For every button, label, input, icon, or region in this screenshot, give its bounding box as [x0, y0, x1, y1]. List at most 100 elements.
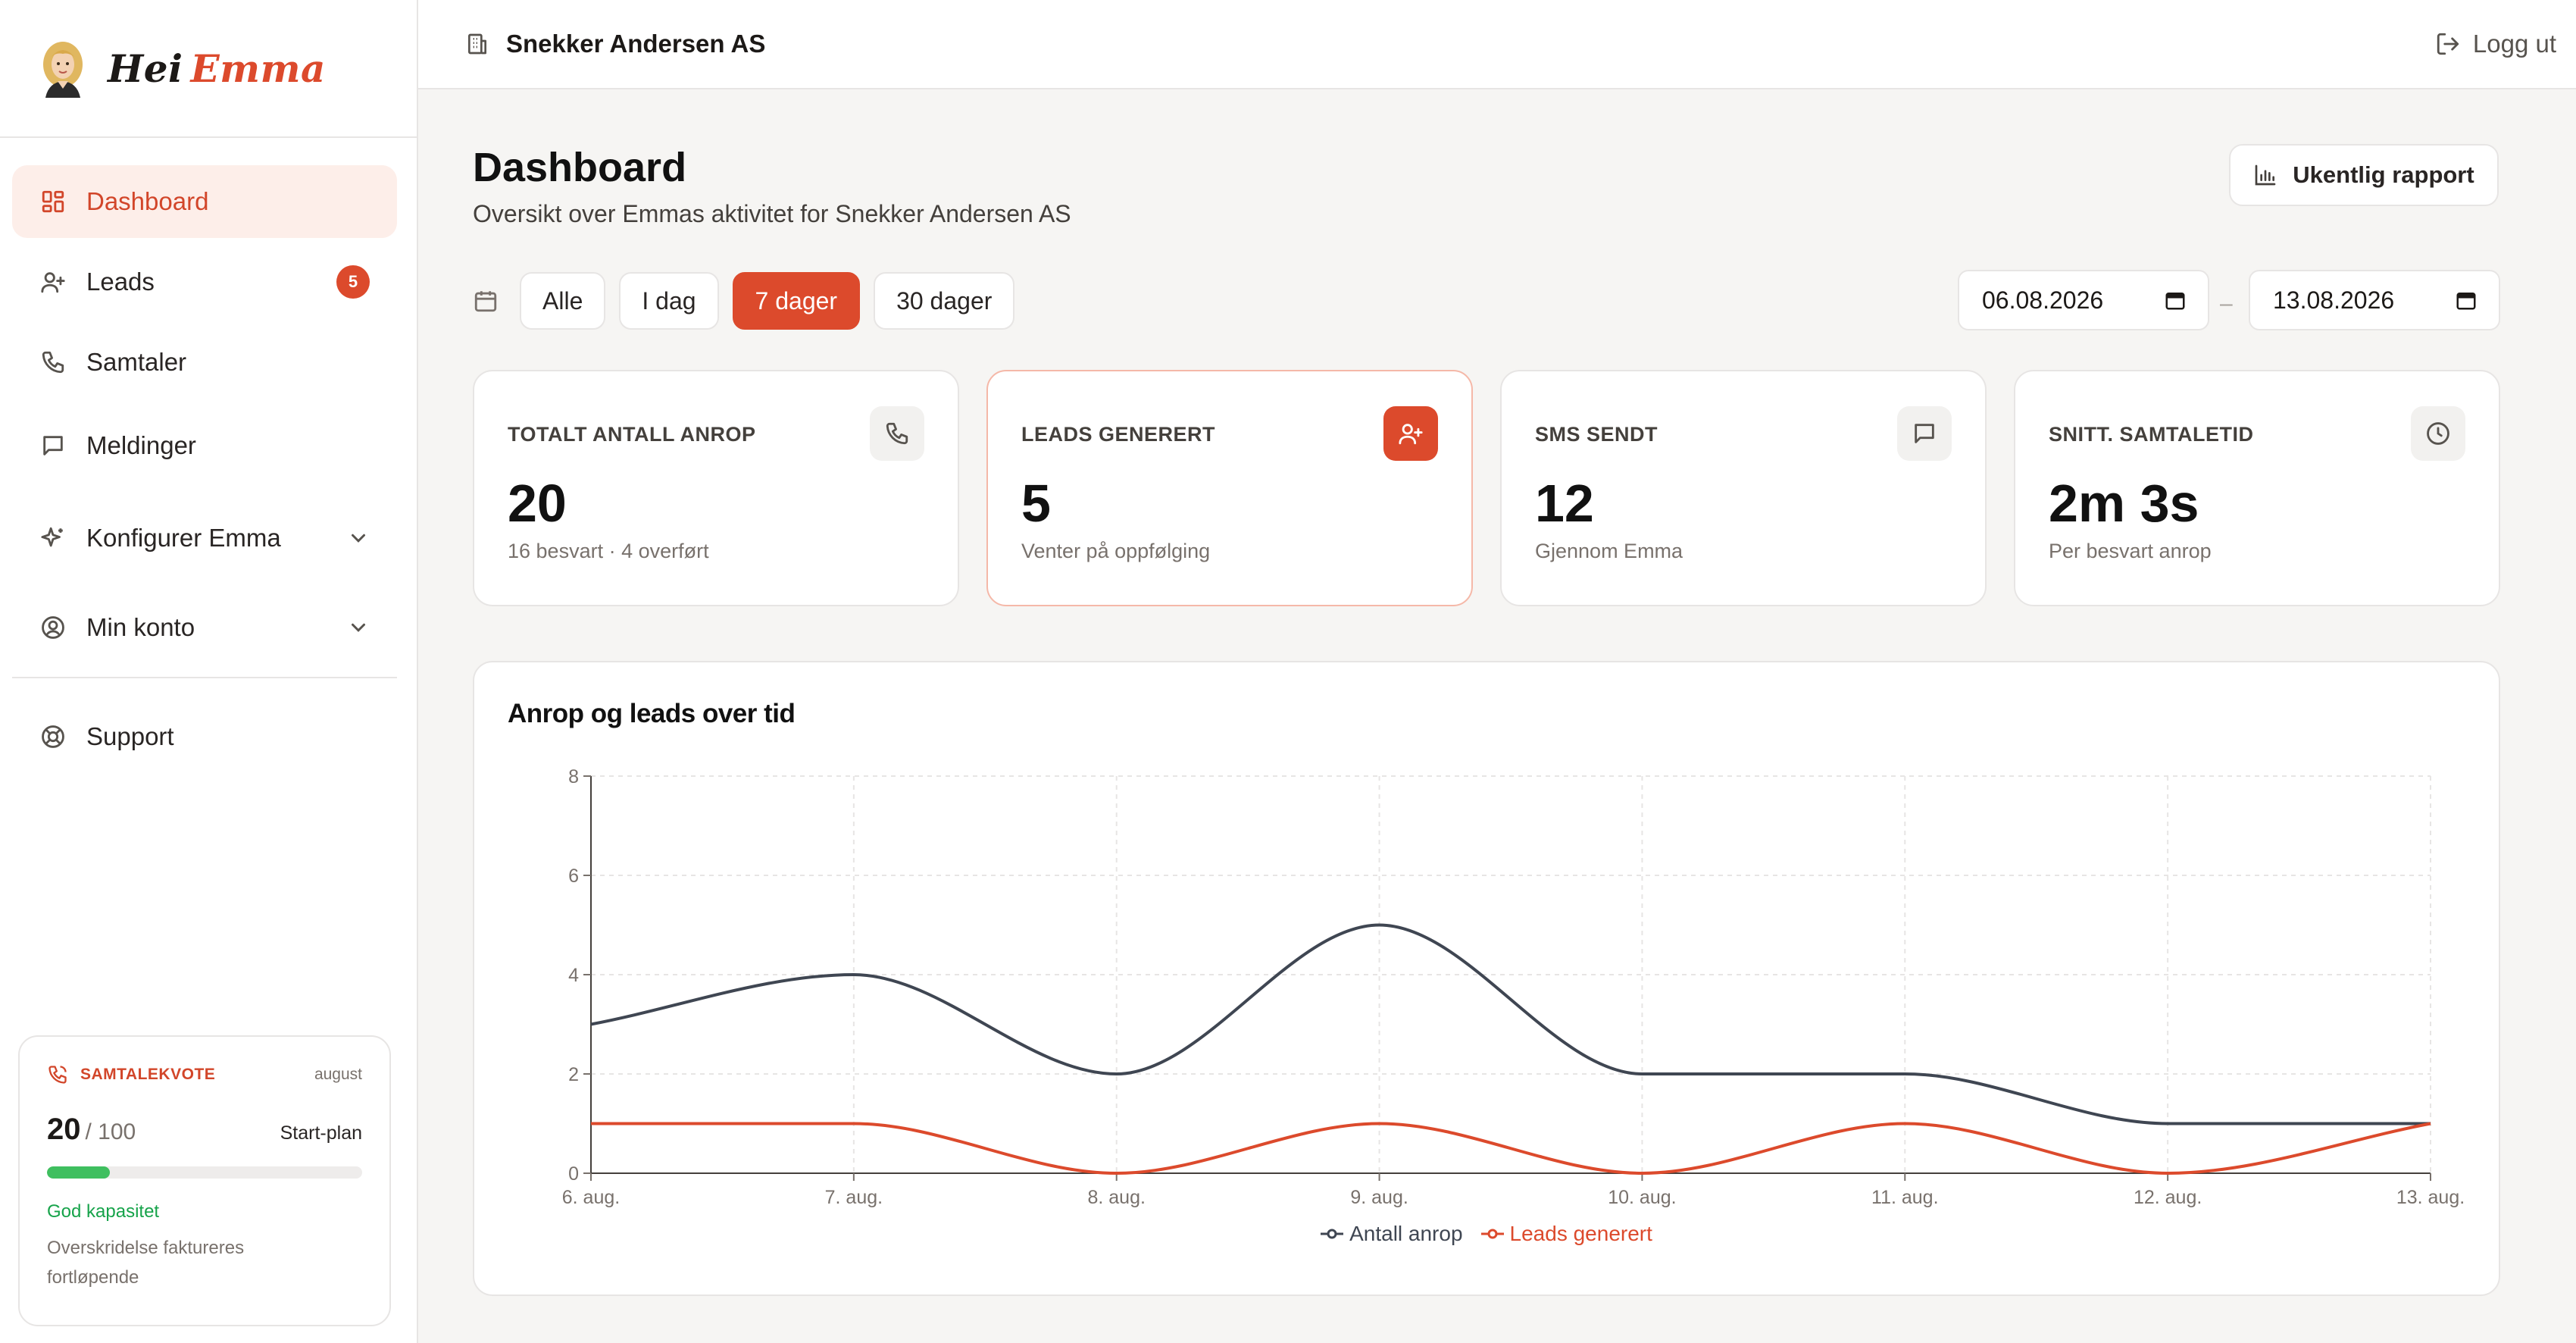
- quota-title: SAMTALEKVOTE: [80, 1066, 216, 1083]
- filter-chip-7-dager[interactable]: 7 dager: [732, 272, 861, 330]
- nav-item-samtaler[interactable]: Samtaler: [12, 326, 397, 399]
- nav-item-konfigurer-emma[interactable]: Konfigurer Emma: [12, 499, 397, 578]
- nav-item-support[interactable]: Support: [12, 700, 397, 773]
- nav-label-konfigurer-emma: Konfigurer Emma: [86, 524, 281, 552]
- nav-label-support: Support: [86, 722, 174, 750]
- period-filters: Alle I dag 7 dager 30 dager: [473, 271, 1015, 330]
- message-icon: [1897, 406, 1952, 461]
- chart-title: Anrop og leads over tid: [508, 699, 796, 728]
- user-plus-icon: [1383, 406, 1438, 461]
- series-line-leads: [591, 1122, 2431, 1176]
- card-value: 20: [508, 474, 567, 533]
- nav-label-samtaler: Samtaler: [86, 348, 187, 376]
- x-tick-label: 13. aug.: [2396, 1187, 2465, 1208]
- y-tick-label: 4: [568, 965, 579, 986]
- date-separator: –: [2220, 291, 2233, 316]
- message-icon: [39, 432, 67, 459]
- company-label: Snekker Andersen AS: [506, 30, 766, 58]
- nav-support-section: Support: [12, 700, 397, 781]
- filter-chip-i-dag[interactable]: I dag: [619, 272, 719, 330]
- topbar: Snekker Andersen AS Logg ut: [418, 0, 2576, 89]
- chart-card: Anrop og leads over tid 0 2 4 6 8 6. aug. 7. a…: [473, 661, 2500, 1296]
- quota-month: august: [314, 1066, 362, 1083]
- leads-count-badge: 5: [336, 265, 370, 299]
- legend-label-calls: Antall anrop: [1349, 1222, 1463, 1245]
- page-subtitle: Oversikt over Emmas aktivitet for Snekke…: [473, 200, 1071, 227]
- date-from-input[interactable]: 06.08.2026: [1958, 270, 2209, 330]
- x-tick-label: 7. aug.: [825, 1187, 883, 1208]
- card-label: LEADS GENERERT: [1021, 423, 1216, 446]
- dashboard-icon: [39, 188, 67, 215]
- legend-item-calls[interactable]: Antall anrop: [1321, 1222, 1463, 1246]
- phone-icon: [870, 406, 924, 461]
- nav-item-leads[interactable]: Leads 5: [12, 246, 397, 318]
- legend-marker-leads: [1480, 1229, 1504, 1239]
- bar-chart-icon: [2255, 164, 2276, 186]
- series-line-calls: [590, 923, 2431, 1125]
- legend-item-leads[interactable]: Leads generert: [1480, 1222, 1652, 1246]
- stat-card-sms: SMS SENDT 12 Gjennom Emma: [1500, 370, 1987, 606]
- card-subtext: Per besvart anrop: [2049, 540, 2212, 562]
- card-value: 12: [1535, 474, 1594, 533]
- logout-icon: [2437, 33, 2459, 55]
- chevron-down-icon: [352, 623, 365, 632]
- nav-label-dashboard: Dashboard: [86, 187, 209, 215]
- line-chart: 0 2 4 6 8 6. aug. 7. aug. 8. aug. 9. aug. 10. aug…: [562, 766, 2465, 1208]
- calendar-icon: [474, 291, 497, 312]
- weekly-report-label: Ukentlig rapport: [2293, 161, 2474, 188]
- user-plus-icon: [39, 268, 67, 296]
- logout-button[interactable]: Logg ut: [2435, 30, 2556, 58]
- nav-item-min-konto[interactable]: Min konto: [12, 591, 397, 664]
- user-circle-icon: [39, 614, 67, 641]
- card-label: SNITT. SAMTALETID: [2049, 423, 2254, 446]
- card-subtext: Gjennom Emma: [1535, 540, 1683, 562]
- date-from-value: 06.08.2026: [1982, 286, 2104, 314]
- weekly-report-button[interactable]: Ukentlig rapport: [2229, 144, 2499, 206]
- x-tick-label: 10. aug.: [1608, 1187, 1676, 1208]
- filter-chip-30-dager[interactable]: 30 dager: [874, 272, 1015, 330]
- nav-item-meldinger[interactable]: Meldinger: [12, 406, 397, 485]
- nav-divider: [12, 677, 397, 678]
- card-value: 2m 3s: [2049, 474, 2199, 533]
- quota-card: SAMTALEKVOTE august 20/ 100 Start-plan G…: [18, 1035, 391, 1326]
- brand-hei: Hei: [108, 45, 183, 91]
- nav-item-dashboard[interactable]: Dashboard: [12, 165, 397, 238]
- nav-label-leads: Leads: [86, 268, 155, 296]
- clock-icon: [2411, 406, 2465, 461]
- card-subtext: Venter på oppfølging: [1021, 540, 1211, 562]
- date-to-input[interactable]: 13.08.2026: [2249, 270, 2500, 330]
- quota-progress-bar: [47, 1166, 362, 1179]
- y-tick-label: 6: [568, 866, 579, 887]
- card-label: SMS SENDT: [1535, 423, 1658, 446]
- x-tick-label: 12. aug.: [2134, 1187, 2202, 1208]
- x-tick-label: 11. aug.: [1871, 1187, 1939, 1208]
- quota-plan: Start-plan: [280, 1122, 362, 1144]
- date-to-value: 13.08.2026: [2273, 286, 2395, 314]
- phone-icon: [39, 349, 67, 376]
- company-name: Snekker Andersen AS: [465, 30, 765, 58]
- filter-chip-alle[interactable]: Alle: [520, 272, 606, 330]
- chevron-down-icon: [352, 534, 365, 543]
- brand-emma: Emma: [190, 45, 326, 91]
- emma-avatar: [39, 39, 86, 98]
- quota-used: 20: [47, 1113, 81, 1146]
- sparkles-icon: [39, 524, 67, 552]
- y-tick-label: 8: [568, 766, 579, 787]
- main-nav: Dashboard Leads 5 Samtaler Meldinger K: [12, 165, 397, 672]
- y-tick-label: 0: [568, 1163, 579, 1185]
- quota-status: God kapasitet: [47, 1201, 160, 1222]
- sidebar: Hei Emma Dashboard Leads 5 Samtaler: [0, 0, 418, 1343]
- quota-progress-fill: [47, 1166, 111, 1179]
- legend-marker-calls: [1321, 1229, 1344, 1239]
- nav-label-meldinger: Meldinger: [86, 431, 196, 459]
- x-tick-label: 8. aug.: [1087, 1187, 1145, 1208]
- stat-card-leads: LEADS GENERERT 5 Venter på oppfølging: [986, 370, 1473, 606]
- lifebuoy-icon: [39, 723, 67, 750]
- nav-label-min-konto: Min konto: [86, 613, 195, 641]
- brand[interactable]: Hei Emma: [0, 0, 417, 138]
- card-value: 5: [1021, 474, 1051, 533]
- y-tick-label: 2: [568, 1064, 579, 1085]
- legend-label-leads: Leads generert: [1509, 1222, 1652, 1245]
- quota-max: / 100: [85, 1119, 136, 1144]
- x-tick-label: 9. aug.: [1350, 1187, 1408, 1208]
